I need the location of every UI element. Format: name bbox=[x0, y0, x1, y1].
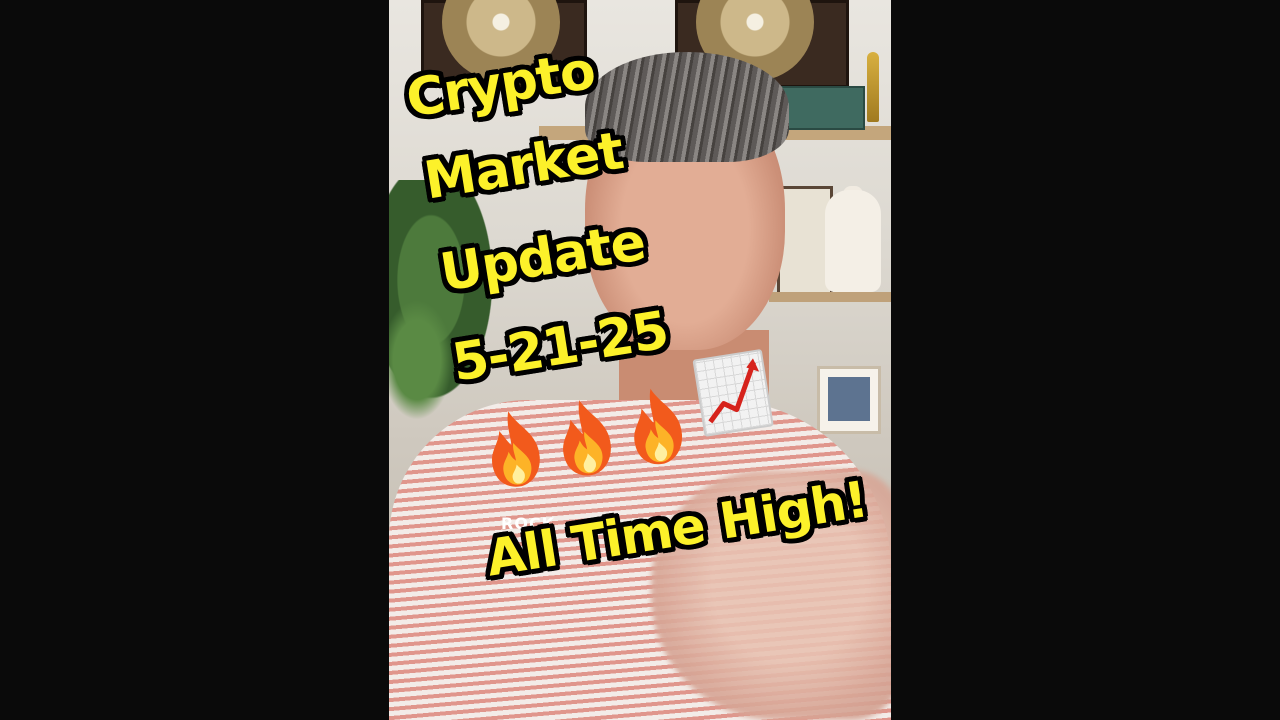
decorative-jug bbox=[825, 190, 881, 292]
person-hair bbox=[585, 52, 789, 162]
video-frame: ROCK Crypto Market Update 5-21-25 All bbox=[389, 0, 891, 720]
fire-icon bbox=[563, 400, 611, 476]
emoji-row bbox=[472, 338, 787, 503]
fire-icon bbox=[634, 388, 682, 465]
fire-icon bbox=[492, 411, 540, 487]
trophy-statue bbox=[867, 52, 879, 122]
shelf bbox=[769, 292, 891, 302]
framed-record-award bbox=[421, 0, 587, 88]
blurred-hand bbox=[651, 470, 891, 720]
chart-increasing-icon bbox=[692, 348, 774, 437]
background-text: ROCK bbox=[501, 514, 556, 533]
photo-frame bbox=[817, 366, 881, 434]
